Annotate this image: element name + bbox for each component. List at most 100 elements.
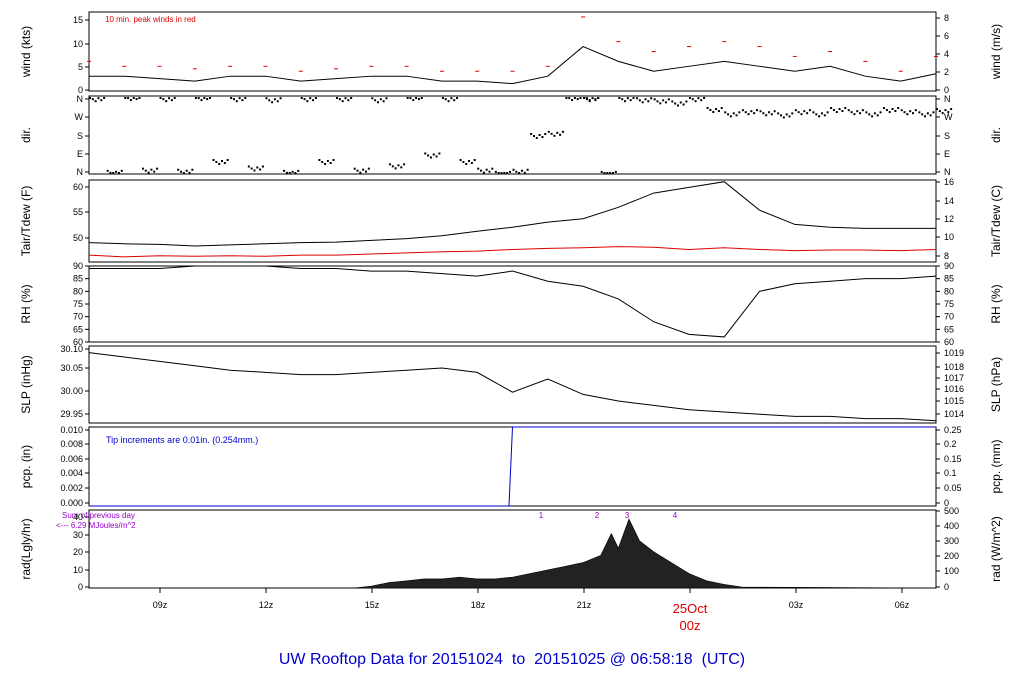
right-tick-label-temp: 10: [944, 232, 954, 242]
dir-point: [594, 98, 597, 101]
dir-point: [144, 169, 147, 172]
right-tick-label-wind: 8: [944, 13, 949, 23]
series-line-rh: [89, 265, 937, 338]
dir-point: [409, 97, 412, 100]
right-tick-label-slp: 1016: [944, 384, 964, 394]
left-tick-label-slp: 30.00: [60, 386, 83, 396]
dir-point: [244, 97, 247, 99]
dir-point: [685, 100, 688, 103]
dir-point: [347, 99, 350, 102]
dir-point: [424, 152, 427, 155]
ylabel-left-pcp: pcp. (in): [19, 445, 33, 488]
left-tick-label-temp: 50: [73, 233, 83, 243]
panel-frame-wind: [88, 11, 937, 92]
dir-point: [844, 107, 847, 109]
left-tick-label-slp: 29.95: [60, 409, 83, 419]
dir-point: [532, 135, 535, 137]
dir-point: [273, 98, 276, 101]
right-tick-label-slp: 1018: [944, 362, 964, 372]
dir-point: [729, 115, 732, 118]
dir-point: [391, 165, 394, 168]
dir-point: [659, 102, 662, 105]
dir-point: [200, 99, 203, 102]
dir-point: [820, 112, 823, 115]
dir-point: [936, 108, 938, 111]
dir-point: [318, 159, 321, 161]
dir-point: [223, 162, 226, 164]
dir-point: [885, 109, 888, 111]
rad-peak-label: 3: [625, 511, 630, 520]
dir-point: [356, 169, 359, 172]
dir-point: [818, 115, 821, 118]
dir-point: [353, 167, 356, 170]
dir-point: [735, 114, 738, 117]
dir-point: [250, 167, 253, 170]
dir-point: [124, 97, 127, 99]
rad-peak-label: 4: [673, 511, 678, 520]
dir-point: [571, 99, 574, 102]
dir-point: [256, 166, 259, 169]
dir-point: [406, 97, 409, 99]
dir-point: [812, 111, 815, 114]
dir-point: [530, 133, 533, 135]
left-tick-label-pcp: 0.004: [60, 468, 83, 478]
dir-point: [512, 168, 515, 171]
ylabel-left-wind: wind (kts): [19, 26, 33, 78]
dir-point: [891, 108, 894, 110]
dir-point: [667, 98, 670, 101]
dir-point: [441, 97, 444, 99]
dir-point: [950, 108, 953, 111]
dir-point: [629, 99, 632, 102]
x-tick-label: 12z: [259, 600, 274, 610]
right-tick-label-wind: 6: [944, 31, 949, 41]
right-tick-label-rad: 100: [944, 566, 959, 576]
dir-point: [585, 98, 588, 101]
dir-point: [823, 114, 826, 117]
right-tick-label-temp: 12: [944, 214, 954, 224]
dir-point: [873, 112, 876, 115]
dir-point: [538, 134, 541, 136]
dir-point: [636, 97, 639, 100]
dir-point: [606, 172, 609, 174]
dir-point: [177, 168, 180, 171]
dir-point: [89, 97, 91, 99]
dir-point: [715, 108, 718, 110]
dir-point: [759, 110, 762, 113]
dir-point: [535, 137, 538, 139]
series-line-wind: [89, 45, 937, 85]
dir-point: [329, 162, 332, 164]
dir-point: [500, 172, 503, 174]
dir-point: [150, 168, 153, 171]
ylabel-right-rh: RH (%): [989, 284, 1003, 323]
dir-point: [808, 109, 811, 112]
dir-point: [815, 113, 818, 116]
dir-point: [480, 169, 483, 172]
dir-point: [650, 97, 653, 100]
right-tick-label-rad: 200: [944, 551, 959, 561]
dir-point: [138, 97, 141, 99]
dir-point: [591, 97, 594, 99]
dir-point: [768, 111, 771, 114]
dir-point: [191, 168, 194, 171]
dir-point: [700, 99, 703, 102]
dir-point: [777, 112, 780, 115]
dir-point: [359, 171, 362, 174]
series-line-temp: [88, 246, 937, 258]
dir-point: [588, 99, 591, 102]
right-tick-label-pcp: 0.1: [944, 468, 957, 478]
x-tick-label: 03z: [789, 600, 804, 610]
dir-point: [750, 110, 753, 113]
dir-point: [738, 111, 741, 114]
right-tick-label-slp: 1017: [944, 373, 964, 383]
left-tick-label-pcp: 0.008: [60, 439, 83, 449]
right-tick-label-dir: S: [944, 131, 950, 141]
dir-point: [868, 113, 871, 116]
dir-point: [523, 171, 526, 174]
left-tick-label-rh: 65: [73, 324, 83, 334]
ylabel-left-dir: dir.: [19, 127, 33, 143]
dir-point: [132, 97, 135, 99]
dir-point: [197, 97, 200, 100]
dir-point: [806, 112, 809, 115]
right-tick-label-slp: 1019: [944, 348, 964, 358]
